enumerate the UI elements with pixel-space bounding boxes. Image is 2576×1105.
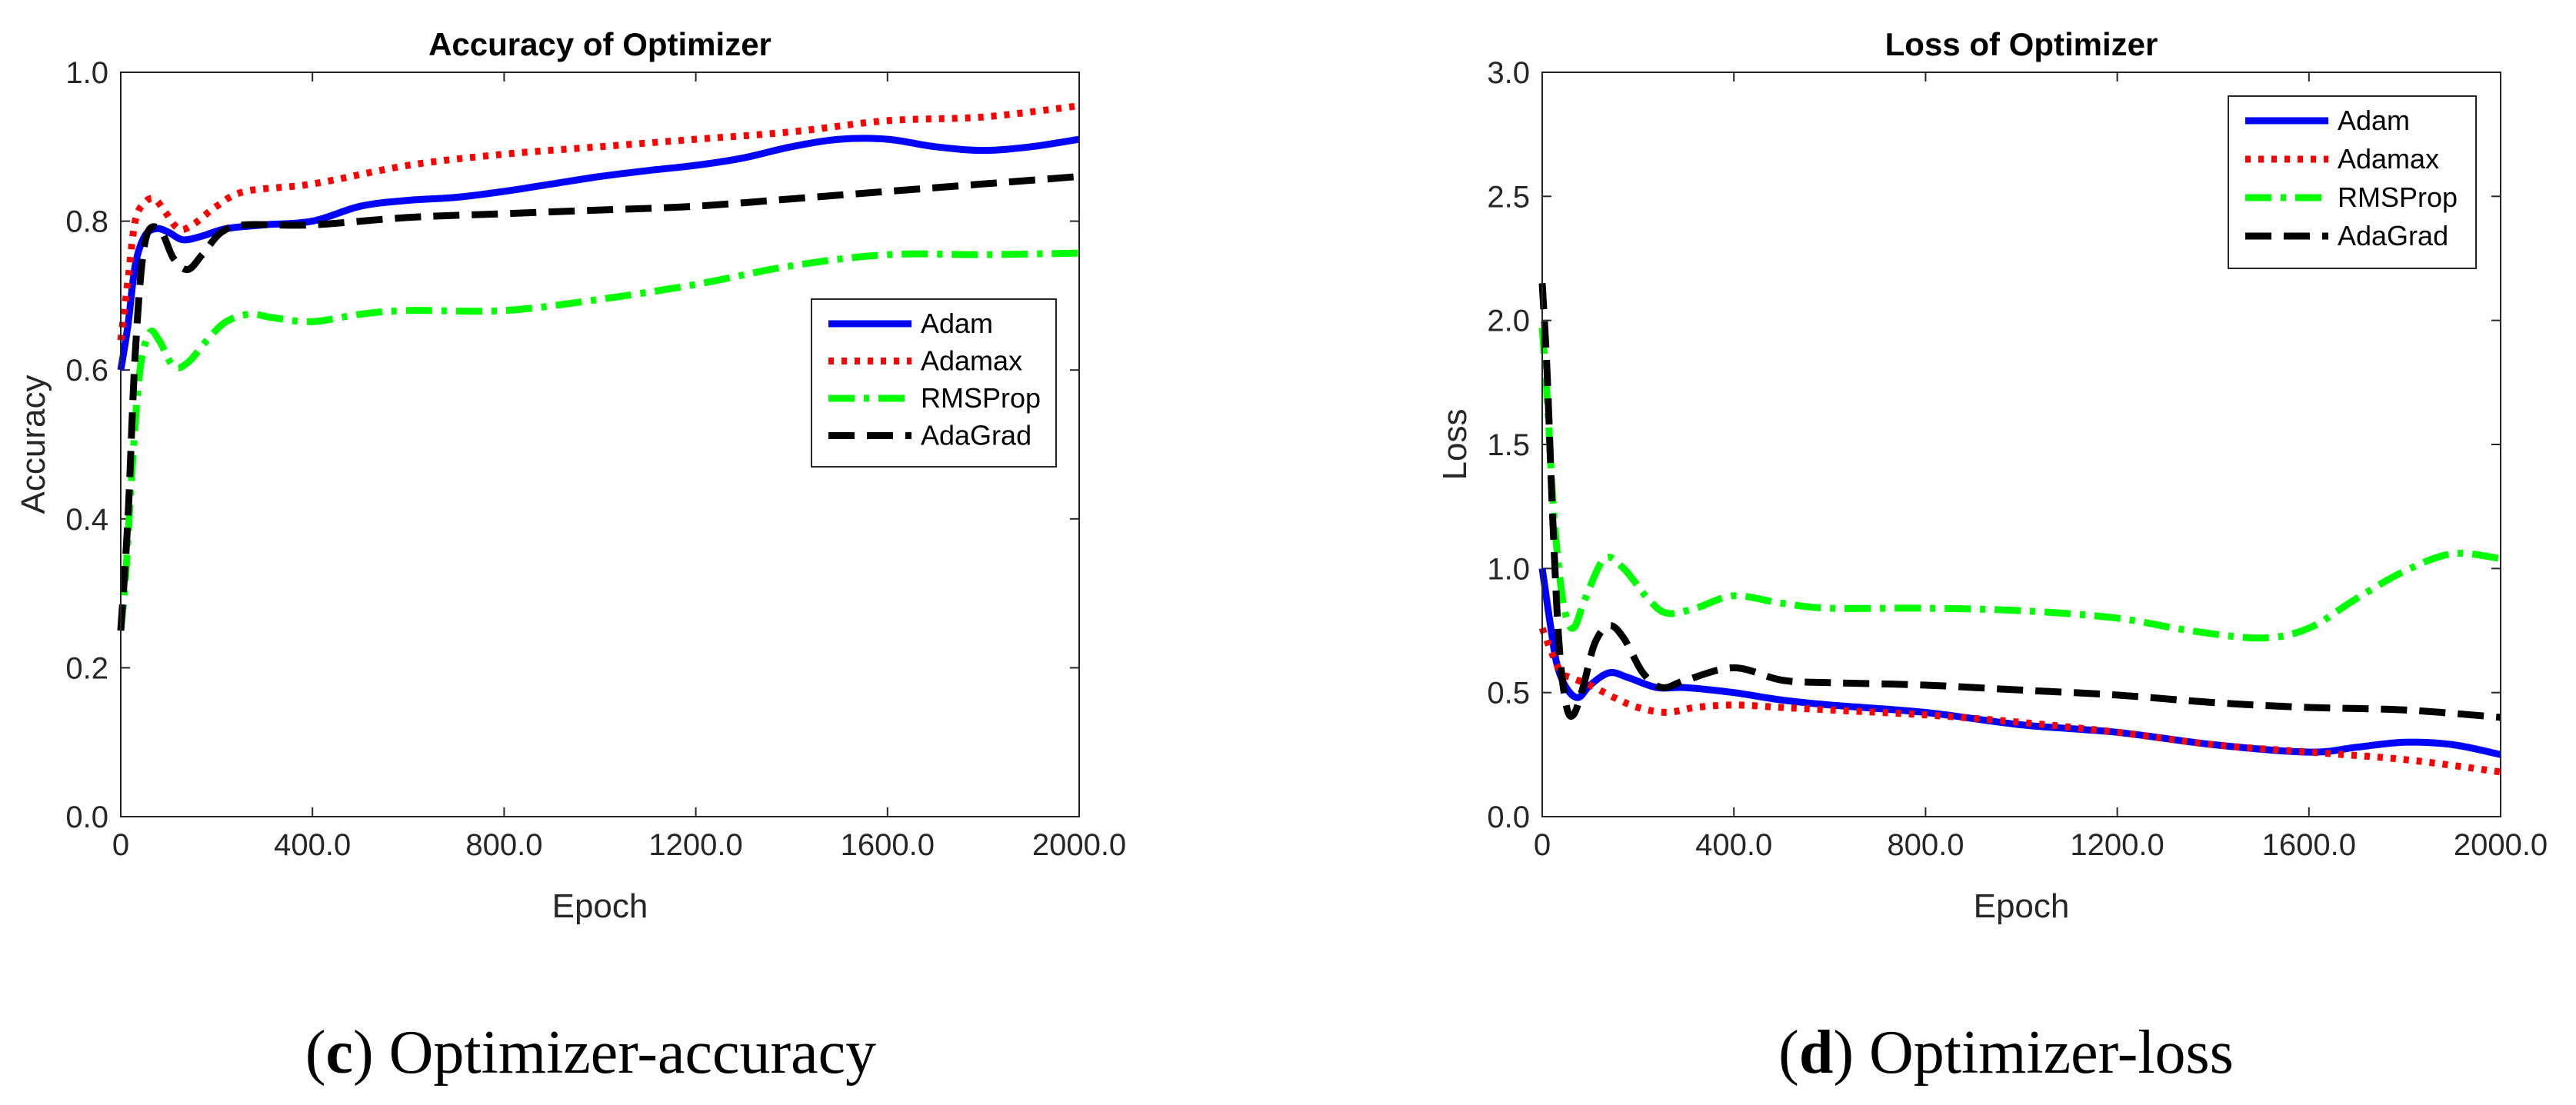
x-tick-label: 400.0 bbox=[1695, 828, 1772, 862]
series-line-rmsprop bbox=[1538, 327, 2501, 642]
legend-label-adamax: Adamax bbox=[921, 345, 1022, 377]
legend-label-rmsprop: RMSProp bbox=[2338, 181, 2458, 213]
ticks: 0 400.0 800.0 1200.0 1600.0 2000.0 0.0 0.2 0.4 0.… bbox=[65, 56, 1126, 862]
caption-letter: c bbox=[325, 1019, 353, 1087]
caption-text: Optimizer-loss bbox=[1869, 1019, 2234, 1087]
x-tick-label: 1600.0 bbox=[2262, 828, 2356, 862]
chart-title: Loss of Optimizer bbox=[1885, 26, 2158, 62]
x-tick-label: 400.0 bbox=[274, 828, 351, 862]
caption-open-paren: ( bbox=[305, 1019, 326, 1087]
legend-label-rmsprop: RMSProp bbox=[921, 382, 1041, 414]
series-line-adamax bbox=[1538, 627, 2501, 776]
legend-box bbox=[2228, 95, 2477, 269]
series-line-adagrad bbox=[117, 173, 1080, 631]
legend-label-adam: Adam bbox=[2338, 105, 2410, 136]
caption-open-paren: ( bbox=[1778, 1019, 1799, 1087]
caption-close-paren: ) bbox=[353, 1019, 389, 1087]
legend-label-adagrad: AdaGrad bbox=[921, 420, 1031, 451]
y-tick-label: 0.4 bbox=[65, 503, 108, 537]
series-lines bbox=[117, 102, 1080, 631]
y-tick-label: 0.8 bbox=[65, 205, 108, 239]
x-tick-label: 2000.0 bbox=[2454, 828, 2548, 862]
series-lines bbox=[1538, 283, 2501, 776]
x-tick-label: 2000.0 bbox=[1032, 828, 1126, 862]
x-tick-label: 0 bbox=[112, 828, 129, 862]
y-tick-label: 2.5 bbox=[1487, 180, 1530, 214]
plot-frame bbox=[1541, 72, 2501, 817]
series-line-adamax bbox=[117, 102, 1080, 341]
series-line-adagrad bbox=[1538, 283, 2501, 721]
y-tick-label: 1.0 bbox=[65, 56, 108, 90]
chart-title: Accuracy of Optimizer bbox=[428, 26, 771, 62]
y-tick-label: 0.5 bbox=[1487, 677, 1530, 711]
y-tick-label: 1.5 bbox=[1487, 428, 1530, 462]
x-axis-label: Epoch bbox=[552, 887, 648, 925]
chart-loss: Loss of Optimizer 0 400.0 800.0 1200.0 1600.… bbox=[1436, 26, 2548, 1087]
legend: Adam Adamax RMSProp AdaGrad bbox=[811, 298, 1057, 468]
x-tick-label: 1200.0 bbox=[2070, 828, 2164, 862]
plot-frame bbox=[120, 72, 1080, 817]
y-tick-label: 3.0 bbox=[1487, 56, 1530, 90]
x-axis-label: Epoch bbox=[1974, 887, 2070, 925]
x-tick-label: 1600.0 bbox=[841, 828, 935, 862]
x-tick-label: 0 bbox=[1534, 828, 1551, 862]
x-tick-label: 800.0 bbox=[1887, 828, 1964, 862]
series-line-adam bbox=[117, 135, 1080, 371]
x-tick-label: 800.0 bbox=[465, 828, 542, 862]
y-tick-label: 0.6 bbox=[65, 354, 108, 388]
caption: (c) Optimizer-accuracy bbox=[305, 1019, 876, 1087]
caption-close-paren: ) bbox=[1833, 1019, 1869, 1087]
caption: (d) Optimizer-loss bbox=[1778, 1019, 2234, 1087]
y-tick-label: 0.0 bbox=[1487, 800, 1530, 834]
legend-label-adagrad: AdaGrad bbox=[2338, 220, 2448, 251]
chart-accuracy: Accuracy of Optimizer 0 400.0 800.0 1200.0 1… bbox=[15, 26, 1126, 1087]
y-axis-label: Loss bbox=[1436, 409, 1474, 481]
legend-label-adamax: Adamax bbox=[2338, 143, 2439, 175]
y-tick-label: 0.0 bbox=[65, 800, 108, 834]
y-axis-label: Accuracy bbox=[15, 375, 52, 514]
caption-letter: d bbox=[1799, 1019, 1834, 1087]
x-tick-label: 1200.0 bbox=[648, 828, 742, 862]
ticks: 0 400.0 800.0 1200.0 1600.0 2000.0 0.0 0.5 1.0 1.… bbox=[1487, 56, 2548, 862]
y-tick-label: 1.0 bbox=[1487, 552, 1530, 586]
y-tick-label: 2.0 bbox=[1487, 305, 1530, 338]
y-tick-label: 0.2 bbox=[65, 651, 108, 685]
legend-label-adam: Adam bbox=[921, 308, 993, 339]
caption-text: Optimizer-accuracy bbox=[389, 1019, 877, 1087]
series-line-rmsprop bbox=[117, 249, 1080, 631]
legend: Adam Adamax RMSProp AdaGrad bbox=[2228, 95, 2477, 269]
